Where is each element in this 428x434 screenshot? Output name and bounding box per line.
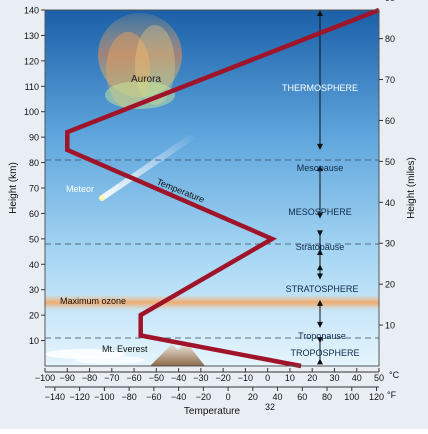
- label-troposphere: TROPOSPHERE: [290, 348, 359, 358]
- right-tick-label: 40: [385, 198, 395, 208]
- left-tick-label: 30: [29, 285, 39, 295]
- right-axis-ticks: 10 20 30 40 50 60 70 80 90: [379, 0, 395, 331]
- right-tick-label: 10: [385, 321, 395, 331]
- fahrenheit-tick-label: 20: [248, 392, 258, 402]
- fahrenheit-tick-label: −60: [146, 392, 161, 402]
- fahrenheit-tick-label: 80: [322, 392, 332, 402]
- fahrenheit-tick-label: 60: [297, 392, 307, 402]
- left-tick-label: 20: [29, 311, 39, 321]
- layer-boundaries: [45, 159, 379, 339]
- celsius-tick-label: 30: [329, 373, 339, 383]
- meteor-streak: [99, 134, 196, 201]
- fahrenheit-tick-label: −120: [69, 392, 89, 402]
- ozone-band: [45, 294, 379, 311]
- label-mesosphere: MESOSPHERE: [288, 207, 352, 217]
- label-meteor: Meteor: [66, 184, 94, 194]
- fahrenheit-tick-label: −20: [196, 392, 211, 402]
- fahrenheit-axis-ticks: −140 −120 −100 −80 −60 −40 −20 0 20 40 60 80 100 120: [45, 386, 384, 402]
- x-axis-label: Temperature: [184, 406, 241, 417]
- left-tick-label: 50: [29, 234, 39, 244]
- fahrenheit-tick-label: 40: [273, 392, 283, 402]
- celsius-tick-label: 40: [352, 373, 362, 383]
- right-tick-label: 90: [385, 0, 395, 3]
- right-tick-label: 50: [385, 157, 395, 167]
- fahrenheit-32-label: 32: [265, 402, 275, 412]
- fahrenheit-tick-label: 120: [369, 392, 384, 402]
- label-stratosphere: STRATOSPHERE: [286, 284, 359, 294]
- label-thermosphere: THERMOSPHERE: [282, 83, 358, 93]
- layer-arrows: [317, 10, 323, 365]
- left-tick-label: 110: [25, 82, 39, 92]
- left-tick-label: 40: [29, 260, 39, 270]
- low-clouds: [45, 349, 145, 364]
- left-tick-label: 80: [29, 158, 39, 168]
- right-tick-label: 80: [385, 34, 395, 44]
- celsius-tick-label: −90: [60, 373, 75, 383]
- label-maximum-ozone: Maximum ozone: [60, 296, 126, 306]
- celsius-tick-label: −80: [82, 373, 97, 383]
- celsius-tick-label: 20: [307, 373, 317, 383]
- y-right-axis-label: Height (miles): [406, 157, 417, 219]
- left-tick-label: 60: [29, 209, 39, 219]
- left-tick-label: 140: [24, 6, 39, 16]
- celsius-tick-label: 50: [374, 373, 384, 383]
- label-aurora: Aurora: [131, 74, 161, 85]
- sky-background: [45, 10, 379, 366]
- celsius-axis-ticks: −100 −90 −80 −70 −60 −50 −40 −30 −20 −10 0 10 20 30 40…: [35, 368, 384, 383]
- fahrenheit-tick-label: −100: [94, 392, 114, 402]
- right-tick-label: 60: [385, 116, 395, 126]
- celsius-tick-label: −30: [193, 373, 208, 383]
- right-tick-label: 20: [385, 280, 395, 290]
- y-left-axis-label: Height (km): [8, 162, 19, 214]
- left-tick-label: 10: [29, 336, 39, 346]
- fahrenheit-tick-label: 100: [344, 392, 359, 402]
- fahrenheit-tick-label: 0: [226, 392, 231, 402]
- celsius-tick-label: −50: [149, 373, 164, 383]
- aurora: [98, 13, 182, 109]
- celsius-tick-label: −70: [104, 373, 119, 383]
- fahrenheit-tick-label: −40: [171, 392, 186, 402]
- right-tick-label: 30: [385, 239, 395, 249]
- celsius-tick-label: 0: [265, 373, 270, 383]
- label-tropopause: Tropopause: [298, 331, 346, 341]
- label-mesopause: Mesopause: [297, 163, 344, 173]
- mt-everest-peak: [150, 342, 205, 366]
- celsius-unit: °C: [389, 370, 400, 380]
- left-tick-label: 120: [24, 56, 39, 66]
- celsius-tick-label: −40: [171, 373, 186, 383]
- label-stratopause: Stratopause: [296, 242, 345, 252]
- celsius-tick-label: 10: [285, 373, 295, 383]
- left-tick-label: 100: [24, 107, 39, 117]
- label-mt-everest: Mt. Everest: [102, 344, 148, 354]
- left-axis-ticks: 10 20 30 40 50 60 70 80 90 100 110 120 130 140: [24, 6, 45, 346]
- right-tick-label: 70: [385, 75, 395, 85]
- fahrenheit-tick-label: −140: [45, 392, 65, 402]
- fahrenheit-unit: °F: [387, 390, 397, 400]
- celsius-tick-label: −100: [35, 373, 55, 383]
- temperature-curve: [65, 7, 380, 369]
- left-tick-label: 130: [24, 31, 39, 41]
- celsius-tick-label: −20: [215, 373, 230, 383]
- celsius-tick-label: −10: [238, 373, 253, 383]
- celsius-tick-label: −60: [126, 373, 141, 383]
- left-tick-label: 70: [29, 184, 39, 194]
- left-tick-label: 90: [29, 133, 39, 143]
- fahrenheit-tick-label: −80: [121, 392, 136, 402]
